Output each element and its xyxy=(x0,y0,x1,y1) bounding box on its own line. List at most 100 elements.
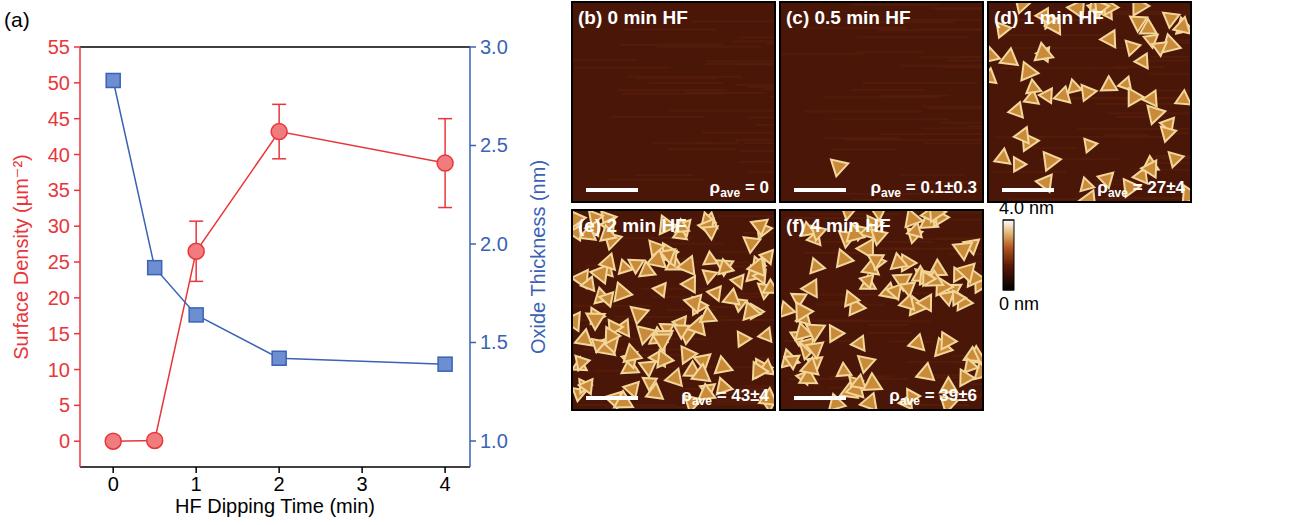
particle xyxy=(837,363,852,376)
particle xyxy=(860,275,874,289)
density-label: ρave = 39±6 xyxy=(889,386,977,408)
error-bar xyxy=(189,221,203,281)
afm-texture xyxy=(867,332,912,334)
particle xyxy=(758,328,771,342)
particle xyxy=(1169,152,1184,167)
y2-tick-label: 2.5 xyxy=(480,134,508,156)
afm-texture xyxy=(946,59,983,61)
afm-texture xyxy=(781,53,863,55)
afm-texture xyxy=(717,215,775,217)
x-axis xyxy=(80,466,470,468)
density-subscript: ave xyxy=(900,394,920,408)
particle xyxy=(624,344,642,362)
afm-texture xyxy=(657,46,761,48)
afm-texture xyxy=(607,179,704,181)
afm-texture xyxy=(928,107,983,109)
afm-texture xyxy=(960,56,983,58)
y-tick-label: 30 xyxy=(48,215,70,237)
afm-texture xyxy=(1013,47,1126,49)
y-tick xyxy=(74,405,80,407)
afm-texture xyxy=(611,116,705,118)
afm-texture xyxy=(938,237,981,239)
x-tick-label: 4 xyxy=(440,473,451,495)
image-title: (c) 0.5 min HF xyxy=(786,7,911,28)
series-line xyxy=(113,80,445,364)
afm-texture xyxy=(831,118,949,120)
x-tick-label: 0 xyxy=(108,473,119,495)
particle xyxy=(631,307,649,324)
afm-texture xyxy=(922,127,983,129)
particle xyxy=(930,210,946,222)
particle xyxy=(665,369,682,386)
colorbar-tick xyxy=(1003,220,1014,221)
particle xyxy=(760,250,773,264)
point xyxy=(188,243,204,259)
particle xyxy=(704,252,718,265)
scale-bar xyxy=(586,188,638,192)
particle xyxy=(796,303,813,322)
point xyxy=(147,432,163,448)
afm-texture xyxy=(862,82,977,84)
particle xyxy=(579,379,593,394)
particle xyxy=(744,237,761,253)
y2-tick-label: 2.0 xyxy=(480,233,508,255)
afm-texture xyxy=(702,132,774,134)
particle xyxy=(908,334,924,350)
afm-texture xyxy=(618,89,728,91)
particle xyxy=(860,393,877,410)
afm-texture xyxy=(1001,67,1091,69)
density-subscript: ave xyxy=(881,186,901,200)
particle xyxy=(731,275,744,289)
particle xyxy=(801,280,817,298)
density-value: = 43±4 xyxy=(712,386,770,405)
particle xyxy=(923,271,936,285)
error-bar xyxy=(272,104,286,158)
point xyxy=(105,433,121,449)
particle xyxy=(830,325,845,342)
particle xyxy=(860,275,876,289)
error-cap xyxy=(272,158,286,160)
afm-texture xyxy=(707,60,775,62)
y-tick xyxy=(74,333,80,335)
y2-axis-title: Oxide Thickness (nm) xyxy=(527,160,549,354)
y-axis-title: Surface Density (µm⁻²) xyxy=(10,154,32,359)
figure: (a)0123405101520253035404550551.01.52.02… xyxy=(0,0,1295,525)
afm-texture xyxy=(697,142,739,144)
afm-image xyxy=(572,2,775,202)
afm-texture xyxy=(969,125,983,127)
afm-texture xyxy=(623,29,716,31)
y2-tick xyxy=(470,243,476,245)
y2-tick-label: 1.0 xyxy=(480,430,508,452)
y-axis xyxy=(79,47,81,467)
particle xyxy=(572,312,580,331)
afm-texture xyxy=(850,89,925,91)
afm-texture xyxy=(574,67,671,69)
y2-tick xyxy=(470,145,476,147)
afm-texture xyxy=(831,148,895,150)
particle xyxy=(660,249,675,263)
y-tick-label: 15 xyxy=(48,323,70,345)
y-tick-label: 55 xyxy=(48,36,70,58)
particle xyxy=(1141,160,1156,177)
afm-texture xyxy=(735,84,775,86)
particle xyxy=(964,347,980,361)
particle xyxy=(806,325,825,342)
density-symbol: ρ xyxy=(870,178,881,197)
particle xyxy=(682,346,698,363)
particle xyxy=(684,295,701,313)
particle xyxy=(1129,88,1144,106)
scale-bar xyxy=(794,188,846,192)
particle xyxy=(692,364,711,381)
particle xyxy=(703,270,717,283)
particle xyxy=(707,286,721,301)
scale-bar xyxy=(586,396,638,400)
afm-texture xyxy=(924,143,983,145)
point xyxy=(148,261,162,275)
y2-axis xyxy=(469,47,471,467)
y-tick xyxy=(74,46,80,48)
particle xyxy=(1000,48,1018,65)
afm-texture xyxy=(900,65,983,67)
particle xyxy=(906,210,923,227)
particle xyxy=(863,373,882,390)
afm-texture xyxy=(823,137,898,139)
